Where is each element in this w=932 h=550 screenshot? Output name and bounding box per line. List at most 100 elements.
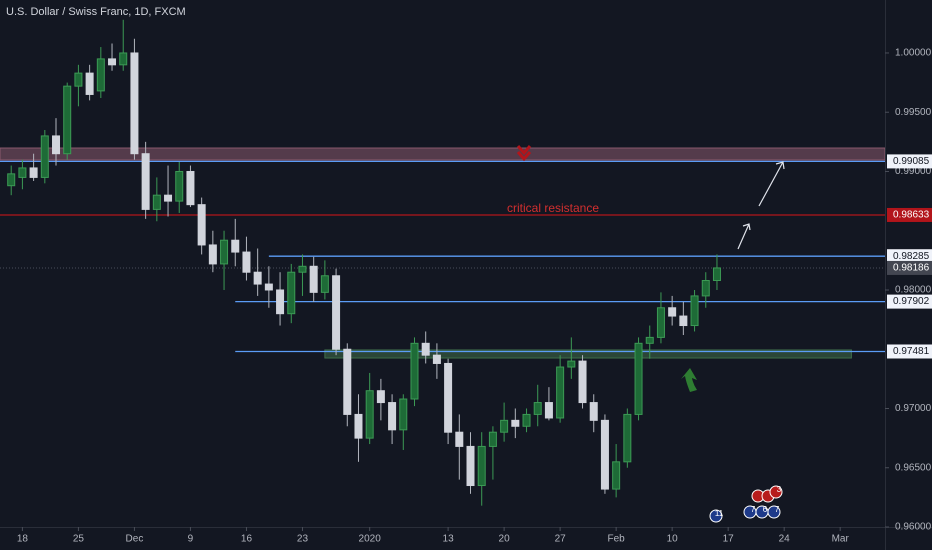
level-label: 0.98285 bbox=[893, 251, 930, 262]
x-tick-label: Feb bbox=[608, 534, 626, 545]
level-label-box bbox=[887, 207, 932, 222]
candle-body bbox=[175, 170, 184, 202]
candle-body bbox=[556, 366, 565, 419]
level-label-box bbox=[887, 294, 932, 309]
candle-body bbox=[264, 283, 273, 291]
y-tick-label: 0.99000 bbox=[895, 166, 932, 177]
x-tick-label: 27 bbox=[555, 534, 567, 545]
candle-body bbox=[511, 419, 520, 427]
x-tick-label: Mar bbox=[832, 534, 850, 545]
x-tick-label: 16 bbox=[241, 534, 253, 545]
candle-body bbox=[623, 413, 632, 463]
annotation: critical resistance bbox=[507, 201, 599, 215]
candle-body bbox=[455, 431, 464, 447]
event-icon bbox=[709, 509, 723, 523]
level-label-box bbox=[887, 154, 932, 169]
candle-body bbox=[410, 342, 419, 400]
y-tick-label: 0.99500 bbox=[895, 107, 932, 118]
x-tick-label: 17 bbox=[723, 534, 735, 545]
x-tick-label: 25 bbox=[73, 534, 85, 545]
level-label: 0.97902 bbox=[893, 296, 930, 307]
candle-body bbox=[197, 204, 206, 246]
candle-body bbox=[220, 239, 229, 265]
event-badge: 11 bbox=[715, 509, 724, 518]
candle-body bbox=[544, 402, 553, 419]
event-badge: 3 bbox=[777, 485, 782, 494]
candle-body bbox=[712, 267, 721, 282]
x-tick-label: 24 bbox=[779, 534, 791, 545]
candle-body bbox=[522, 413, 531, 427]
candle-body bbox=[7, 173, 16, 187]
x-tick-label: 18 bbox=[17, 534, 29, 545]
y-tick-label: 0.96000 bbox=[895, 522, 932, 533]
candle-body bbox=[488, 431, 497, 447]
candle-body bbox=[634, 342, 643, 415]
candle-body bbox=[242, 251, 251, 273]
candle-body bbox=[29, 167, 38, 178]
up-arrow bbox=[681, 368, 697, 392]
projection-arrow bbox=[737, 223, 751, 250]
candle-body bbox=[298, 265, 307, 273]
level-label-box bbox=[887, 249, 932, 264]
event-icon bbox=[767, 505, 781, 519]
candle-body bbox=[589, 402, 598, 421]
candle-body bbox=[52, 135, 61, 155]
candle-body bbox=[231, 239, 240, 253]
candle-body bbox=[645, 336, 654, 344]
candle-body bbox=[63, 85, 72, 155]
candle-body bbox=[40, 135, 49, 178]
candle-body bbox=[690, 295, 699, 327]
candle-body bbox=[679, 315, 688, 327]
event-icon bbox=[769, 485, 783, 499]
x-tick-label: 13 bbox=[443, 534, 455, 545]
candle-body bbox=[432, 354, 441, 364]
candle-body bbox=[399, 398, 408, 431]
candle-body bbox=[320, 275, 329, 293]
candle-body bbox=[74, 72, 83, 87]
candle-body bbox=[208, 244, 217, 265]
candle-body bbox=[701, 280, 710, 297]
x-tick-label: 10 bbox=[667, 534, 679, 545]
projection-arrow bbox=[758, 161, 785, 207]
y-tick-label: 0.97000 bbox=[895, 403, 932, 414]
candle-body bbox=[444, 362, 453, 433]
event-badge: 7 bbox=[775, 505, 780, 514]
event-badge: 7 bbox=[751, 505, 756, 514]
level-label: 0.99085 bbox=[893, 156, 930, 167]
candle-body bbox=[108, 58, 117, 66]
level-label: 0.98633 bbox=[893, 210, 930, 221]
candle-body bbox=[533, 402, 542, 415]
x-tick-label: 9 bbox=[188, 534, 194, 545]
down-arrow bbox=[516, 145, 532, 162]
candle-body bbox=[365, 390, 374, 439]
candle-body bbox=[600, 419, 609, 490]
candle-body bbox=[612, 461, 621, 490]
candle-body bbox=[141, 153, 150, 210]
event-badge: 6 bbox=[763, 505, 768, 514]
candle-body bbox=[186, 170, 195, 206]
candle-body bbox=[96, 58, 105, 92]
candle-body bbox=[18, 167, 27, 178]
candle-body bbox=[578, 360, 587, 404]
candle-body bbox=[477, 445, 486, 487]
last-price-label: 0.98186 bbox=[893, 263, 930, 274]
candle-body bbox=[376, 390, 385, 404]
candle-body bbox=[332, 275, 341, 350]
candle-body bbox=[276, 289, 285, 315]
y-tick-label: 1.00000 bbox=[895, 48, 932, 59]
candle-body bbox=[668, 307, 677, 317]
candle-body bbox=[388, 402, 397, 431]
candle-body bbox=[152, 194, 161, 210]
chart-title: U.S. Dollar / Swiss Franc, 1D, FXCM bbox=[6, 6, 186, 18]
level-label: 0.97481 bbox=[893, 346, 930, 357]
candle-body bbox=[130, 52, 139, 155]
candle-body bbox=[85, 72, 94, 95]
candle-body bbox=[119, 52, 128, 66]
level-label-box bbox=[887, 344, 932, 359]
x-tick-label: 20 bbox=[499, 534, 511, 545]
x-tick-label: 23 bbox=[297, 534, 309, 545]
candle-body bbox=[343, 348, 352, 415]
last-price-label-box bbox=[887, 260, 932, 275]
candle-body bbox=[567, 360, 576, 368]
